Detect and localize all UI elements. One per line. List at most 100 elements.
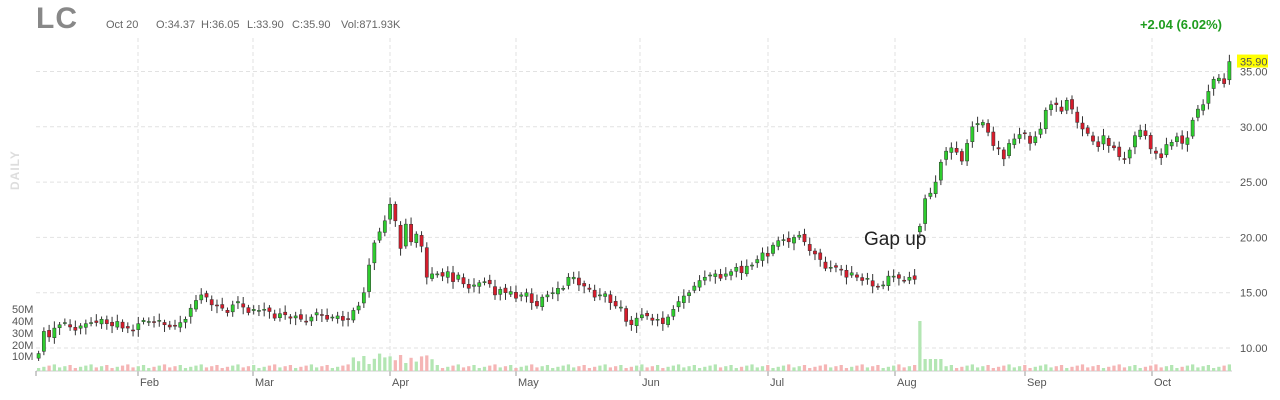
volume-bar — [713, 364, 717, 371]
candle-body — [619, 306, 623, 309]
volume-bar — [435, 365, 439, 371]
candle-body — [639, 314, 644, 319]
volume-bar — [173, 366, 177, 371]
volume-bar — [913, 365, 917, 371]
volume-bar — [1185, 365, 1190, 371]
volume-bar — [419, 356, 424, 371]
candle-body — [1133, 135, 1137, 148]
candle-body — [713, 273, 718, 277]
volume-bar — [1112, 365, 1116, 371]
volume-bar — [1038, 365, 1043, 371]
candles — [36, 54, 1232, 361]
candle-body — [870, 280, 875, 287]
volume-bar — [640, 364, 644, 371]
candle-body — [1007, 143, 1011, 156]
candle-body — [944, 150, 948, 160]
gap-up-annotation: Gap up — [864, 229, 926, 250]
axis-labels: 35.00 30.00 25.00 20.00 15.00 10.00 Feb Mar Apr M… — [12, 67, 1268, 390]
candle-body — [267, 307, 272, 312]
volume-bar — [881, 368, 885, 371]
volume-bar — [1206, 365, 1211, 371]
candle-body — [47, 330, 51, 338]
volume-bar — [745, 365, 749, 371]
candle-body — [681, 295, 686, 303]
candle-body — [367, 264, 371, 292]
volume-bar — [136, 366, 140, 371]
candle-body — [178, 322, 183, 328]
candle-body — [781, 239, 786, 241]
candle-body — [1122, 158, 1127, 160]
volume-bar — [766, 365, 770, 371]
volume-bar — [1159, 367, 1163, 371]
y-tick-label: 35.00 — [1240, 67, 1268, 79]
volume-bar — [598, 365, 602, 371]
candle-body — [1169, 142, 1174, 147]
candle-body — [1101, 135, 1106, 145]
candle-body — [986, 123, 990, 133]
candle-body — [503, 287, 508, 293]
candle-body — [529, 293, 534, 303]
volume-bar — [682, 367, 686, 371]
candle-body — [881, 284, 886, 287]
candle-body — [1143, 130, 1148, 136]
candle-body — [918, 226, 922, 233]
volume-bar — [488, 365, 492, 371]
volume-bar — [949, 365, 953, 371]
candle-body — [1043, 109, 1048, 130]
candle-body — [220, 304, 225, 309]
volume-bar — [194, 365, 198, 371]
volume-bar — [619, 365, 623, 371]
candle-body — [514, 292, 518, 299]
volume-bar — [566, 364, 571, 371]
volume-bar — [1049, 367, 1053, 371]
volume-bar — [1143, 366, 1148, 371]
ticker-symbol: LC — [36, 2, 78, 35]
candle-body — [697, 280, 702, 288]
y-tick-label: 20.00 — [1240, 232, 1268, 244]
volume-bar — [1101, 368, 1106, 371]
volume-bar — [315, 367, 319, 371]
volume-bar — [996, 366, 1001, 371]
candle-body — [194, 300, 198, 310]
volume-bar — [1217, 366, 1221, 371]
candle-body — [1190, 119, 1195, 137]
volume-bar — [1028, 368, 1032, 371]
volume-bar — [283, 366, 287, 371]
volume-bar — [36, 368, 41, 371]
candle-body — [167, 324, 172, 328]
volume-tick-label: 50M — [12, 304, 33, 316]
quote-date: Oct 20 — [106, 19, 139, 31]
volume-bar — [865, 367, 870, 371]
candle-body — [949, 147, 954, 153]
candle-body — [272, 313, 277, 319]
candle-body — [739, 265, 744, 274]
volume-bar — [902, 367, 906, 371]
candle-body — [356, 305, 361, 311]
volume-bar — [509, 365, 513, 371]
candle-body — [1222, 78, 1227, 84]
candle-body — [891, 275, 896, 278]
volume-bar — [1212, 368, 1216, 371]
volume-bar — [614, 366, 618, 371]
volume-bar — [708, 365, 712, 371]
candle-body — [461, 277, 466, 285]
candle-body — [729, 271, 733, 276]
volume-bar — [687, 366, 691, 371]
volume-bar — [734, 368, 738, 371]
candle-body — [928, 192, 933, 197]
candle-body — [209, 299, 214, 306]
volume-bar — [498, 367, 502, 371]
volume-bar — [273, 364, 277, 371]
candle-body — [592, 289, 597, 298]
candle-body — [996, 147, 1001, 150]
candle-body — [1175, 136, 1179, 142]
candle-body — [1001, 149, 1006, 160]
volume-bar — [760, 366, 765, 371]
candle-body — [445, 271, 450, 278]
volume-bar — [278, 367, 282, 371]
candle-body — [1227, 61, 1232, 81]
candle-body — [860, 277, 865, 281]
candle-body — [776, 240, 781, 247]
volume-bar — [105, 365, 109, 371]
